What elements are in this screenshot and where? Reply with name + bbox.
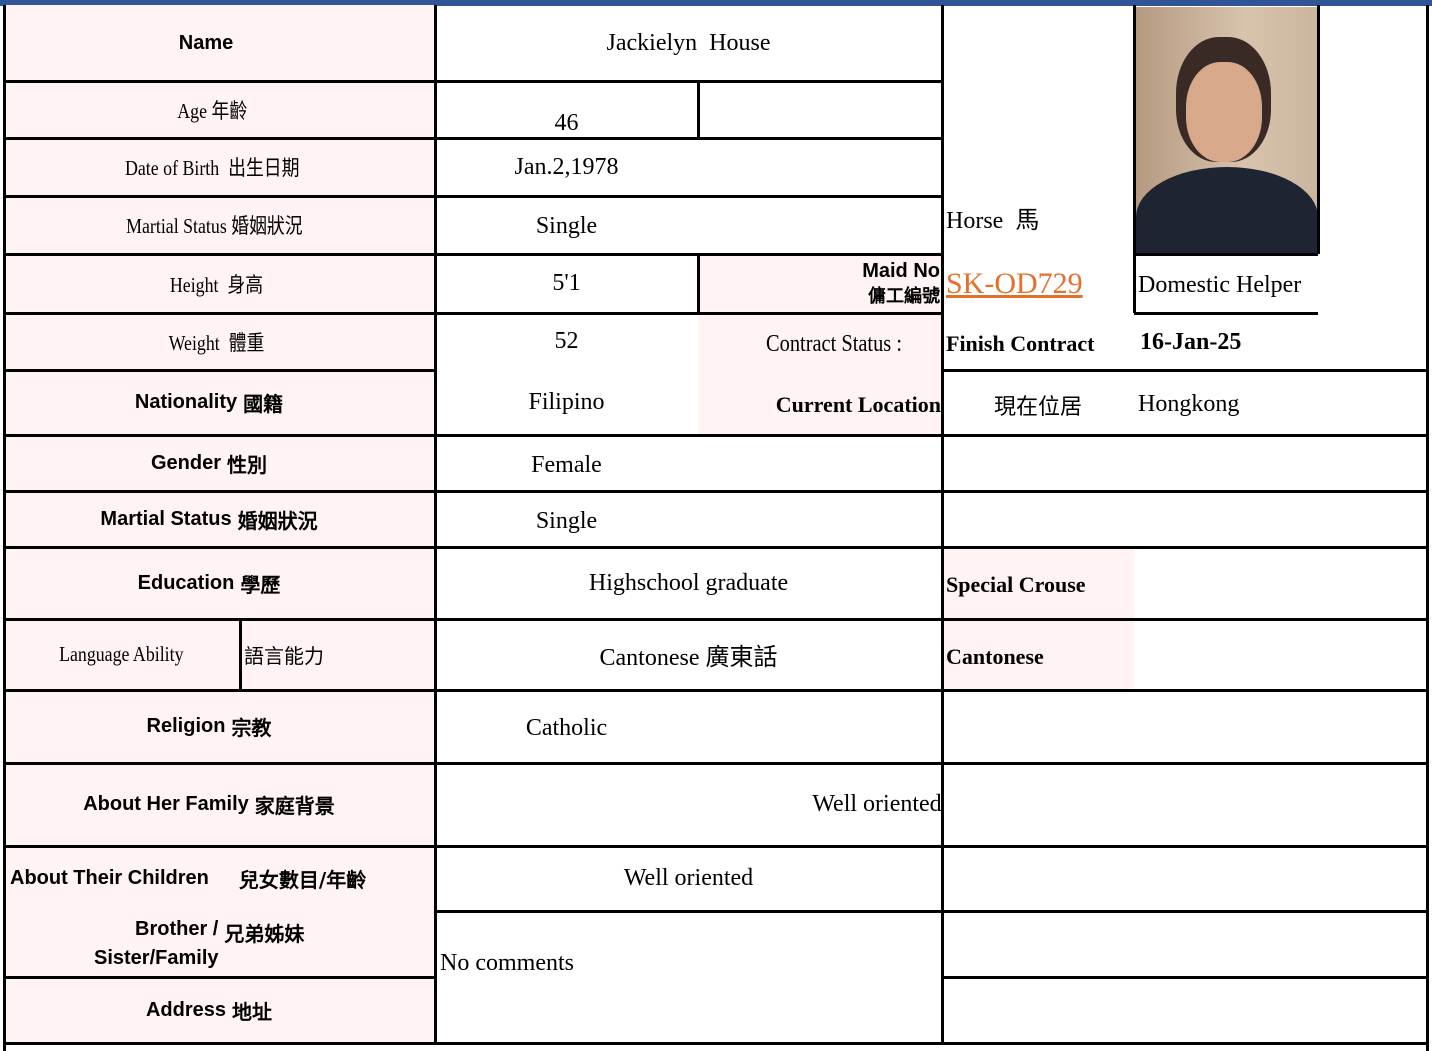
value: Filipino — [528, 389, 605, 415]
contract-date: 16-Jan-25 — [1140, 328, 1242, 355]
label: Education 學歷 — [4, 547, 414, 619]
label-en: Nationality — [134, 391, 238, 413]
label: Brother / 兄弟姊妹 Sister/Family — [4, 911, 435, 977]
rule — [1426, 5, 1429, 1051]
label: Martial Status 婚姻狀況 — [4, 491, 414, 547]
rule — [4, 976, 435, 979]
rule — [4, 845, 1429, 848]
label-en: Address — [145, 998, 227, 1021]
rule — [1134, 253, 1318, 256]
value: Jan.2,1978 — [514, 153, 619, 180]
label-en: Education — [137, 571, 235, 594]
zodiac: Horse 馬 — [946, 207, 1040, 234]
label-column — [4, 5, 436, 1043]
label-en: Religion — [146, 715, 226, 737]
label: About Her Family 家庭背景 — [4, 763, 414, 846]
rule — [4, 1042, 1429, 1045]
label-en: Maid No — [862, 259, 940, 282]
value: 46 — [554, 110, 579, 136]
label-zh: 宗教 — [231, 716, 272, 740]
value: Cantonese 廣東話 — [599, 645, 778, 671]
value: No comments — [440, 949, 574, 976]
label-zh: 語言能力 — [244, 644, 324, 668]
label: Date of Birth 出生日期 — [124, 156, 300, 180]
rule — [942, 976, 1429, 979]
value: Well oriented — [623, 865, 754, 891]
label-en: Martial Status — [100, 507, 232, 530]
label-zh: 家庭背景 — [254, 794, 335, 818]
label: Religion 宗教 — [4, 690, 414, 763]
label-zh: 地址 — [232, 999, 273, 1024]
label: Height 身高 — [169, 272, 264, 297]
rule — [697, 81, 700, 138]
rule — [434, 5, 437, 1044]
rule — [4, 762, 1429, 765]
rule — [4, 80, 942, 83]
special-label: Special Crouse — [946, 572, 1086, 597]
value: 5'1 — [552, 270, 581, 296]
value: Single — [535, 212, 598, 239]
rule — [4, 546, 1429, 549]
label-zh: 國籍 — [243, 392, 284, 416]
label-en: About Their Children — [10, 867, 209, 889]
label: Gender 性別 — [4, 435, 414, 491]
label: Address 地址 — [4, 977, 414, 1043]
value: Highschool graduate — [588, 569, 789, 596]
rule — [239, 619, 242, 690]
rule — [4, 618, 1429, 621]
label: Language Ability — [59, 642, 184, 666]
rule — [942, 369, 1429, 372]
value: Hongkong — [1138, 390, 1240, 417]
label-zh: 學歷 — [240, 572, 281, 597]
location-label: Current Location — [775, 392, 941, 417]
maid-no-bg — [698, 254, 942, 435]
label-zh: 婚姻狀況 — [237, 508, 318, 533]
value: Single — [535, 507, 598, 534]
rule — [4, 434, 1429, 437]
contract-status: Finish Contract — [946, 331, 1095, 356]
rule — [4, 137, 942, 140]
label: Name — [178, 31, 234, 54]
label: Weight 體重 — [168, 330, 265, 355]
rule — [4, 490, 1429, 493]
rule — [4, 369, 435, 372]
value: Well oriented — [812, 791, 942, 817]
label-en: Gender — [150, 451, 222, 474]
label: About Their Children 兒女數目/年齡 — [4, 846, 435, 911]
value: Jackielyn House — [606, 29, 771, 56]
label: Nationality 國籍 — [4, 370, 414, 435]
label-en: Sister/Family — [94, 947, 219, 969]
label-zh: 傭工編號 — [868, 285, 940, 307]
value: 52 — [554, 328, 579, 354]
rule — [941, 5, 944, 1044]
rule — [4, 195, 942, 198]
label-zh: 兄弟姊妹 — [224, 922, 305, 946]
location-label-zh: 現在位居 — [993, 395, 1082, 420]
rule — [435, 910, 1429, 913]
rule — [3, 5, 6, 1051]
label-en: Brother / — [135, 918, 219, 940]
rule — [4, 253, 942, 256]
rule — [4, 312, 942, 315]
label-zh: 兒女數目/年齡 — [238, 868, 367, 892]
top-bar — [0, 0, 1432, 6]
special-value: Cantonese — [946, 644, 1044, 669]
rule — [1317, 5, 1320, 254]
label-en: About Her Family — [83, 793, 249, 815]
rule — [1133, 5, 1136, 313]
value: Female — [531, 451, 602, 478]
contract-label: Contract Status : — [766, 330, 902, 357]
maid-no-label: Maid No 傭工編號 — [698, 254, 940, 313]
rule — [697, 254, 700, 313]
rule — [1134, 312, 1318, 315]
maid-no-link[interactable]: SK-OD729 — [946, 266, 1083, 300]
value: Catholic — [525, 714, 608, 741]
label-zh: 性別 — [227, 452, 268, 477]
rule — [4, 689, 1429, 692]
label: Martial Status 婚姻狀況 — [126, 214, 303, 238]
label: Age 年齡 — [177, 98, 248, 123]
photo — [1136, 7, 1318, 254]
position: Domestic Helper — [1138, 271, 1302, 298]
